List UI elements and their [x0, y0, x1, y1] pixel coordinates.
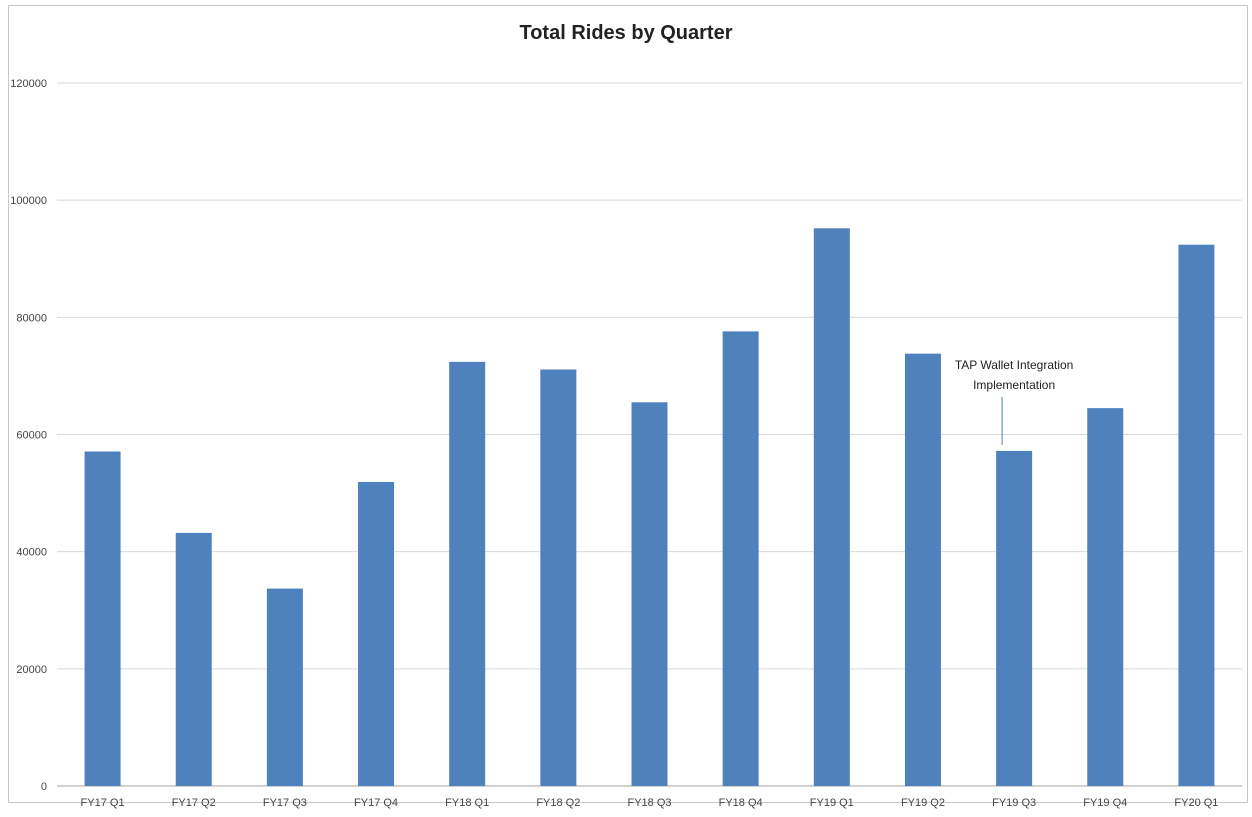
y-tick-label: 100000: [10, 195, 47, 207]
bar: [540, 369, 577, 786]
chart-frame: [8, 5, 1248, 803]
x-tick-label: FY19 Q3: [992, 797, 1036, 809]
bar: [266, 588, 303, 786]
x-tick-label: FY18 Q4: [719, 797, 763, 809]
chart-title: Total Rides by Quarter: [519, 22, 733, 44]
y-tick-label: 20000: [16, 664, 47, 676]
bar: [813, 228, 850, 786]
bar: [904, 353, 941, 786]
y-tick-label: 40000: [16, 547, 47, 559]
bar: [84, 451, 121, 786]
x-tick-label: FY17 Q4: [354, 797, 398, 809]
x-tick-label: FY17 Q1: [81, 797, 125, 809]
bar: [722, 331, 759, 786]
x-tick-label: FY19 Q2: [901, 797, 945, 809]
x-tick-label: FY18 Q2: [536, 797, 580, 809]
x-tick-label: FY20 Q1: [1174, 797, 1218, 809]
bar: [1087, 408, 1124, 786]
bar: [449, 361, 486, 786]
x-tick-label: FY19 Q1: [810, 797, 854, 809]
x-tick-label: FY19 Q4: [1083, 797, 1127, 809]
annotation-text: TAP Wallet Integration: [955, 358, 1074, 372]
x-tick-label: FY17 Q2: [172, 797, 216, 809]
bar: [631, 402, 668, 786]
x-tick-label: FY17 Q3: [263, 797, 307, 809]
y-tick-label: 60000: [16, 430, 47, 442]
annotation-text: Implementation: [973, 378, 1055, 392]
bar: [996, 450, 1033, 786]
y-tick-label: 120000: [10, 78, 47, 90]
y-tick-label: 80000: [16, 312, 47, 324]
x-tick-label: FY18 Q1: [445, 797, 489, 809]
bar: [175, 532, 212, 786]
x-tick-label: FY18 Q3: [627, 797, 671, 809]
bar: [1178, 244, 1215, 786]
bar: [358, 481, 395, 786]
y-tick-label: 0: [41, 781, 47, 793]
